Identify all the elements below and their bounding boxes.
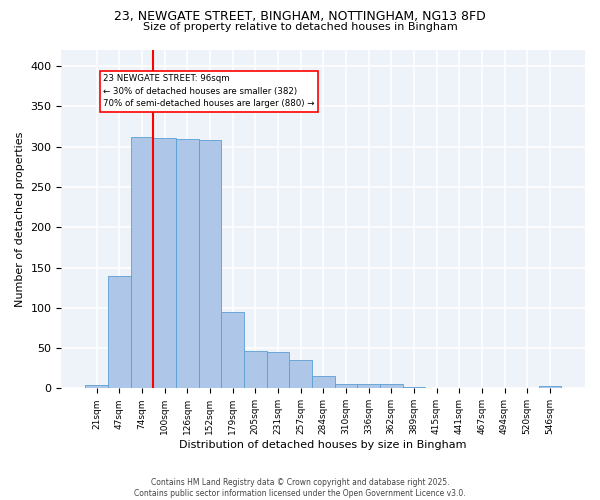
Bar: [108, 276, 131, 388]
Bar: [244, 352, 266, 389]
Text: Size of property relative to detached houses in Bingham: Size of property relative to detached ho…: [143, 22, 457, 32]
Text: 23, NEWGATE STREET, BINGHAM, NOTTINGHAM, NG13 8FD: 23, NEWGATE STREET, BINGHAM, NOTTINGHAM,…: [114, 10, 486, 23]
Bar: [176, 140, 199, 388]
Text: 23 NEWGATE STREET: 96sqm
← 30% of detached houses are smaller (382)
70% of semi-: 23 NEWGATE STREET: 96sqm ← 30% of detach…: [103, 74, 315, 108]
Bar: [403, 386, 425, 388]
Bar: [312, 376, 335, 388]
Bar: [199, 140, 221, 388]
Bar: [153, 138, 176, 388]
Bar: [289, 360, 312, 388]
Y-axis label: Number of detached properties: Number of detached properties: [15, 132, 25, 307]
Bar: [335, 384, 357, 388]
X-axis label: Distribution of detached houses by size in Bingham: Distribution of detached houses by size …: [179, 440, 467, 450]
Bar: [221, 312, 244, 388]
Bar: [131, 137, 153, 388]
Bar: [85, 385, 108, 388]
Bar: [539, 386, 561, 388]
Bar: [380, 384, 403, 388]
Bar: [357, 384, 380, 388]
Bar: [266, 352, 289, 389]
Text: Contains HM Land Registry data © Crown copyright and database right 2025.
Contai: Contains HM Land Registry data © Crown c…: [134, 478, 466, 498]
